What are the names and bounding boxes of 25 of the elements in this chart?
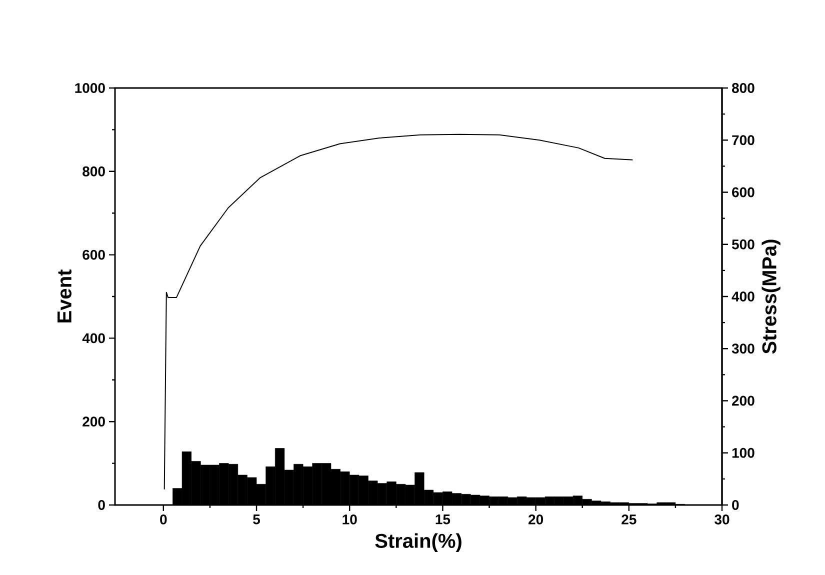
y2-tick-label: 500 [732,239,754,250]
y2-tick-label: 400 [732,292,754,302]
y-tick-label: 1000 [75,83,105,93]
y-tick-label: 600 [82,250,105,260]
y-axis-title: Event [58,270,72,322]
y-tick-label: 800 [82,166,105,176]
x-tick-label: 5 [253,514,260,524]
y2-tick-label: 300 [732,344,754,354]
x-tick-label: 10 [342,514,357,524]
x-tick-label: 15 [436,514,450,524]
x-tick-label: 0 [160,514,167,524]
y2-tick-label: 100 [732,448,754,458]
x-tick-label: 30 [714,514,730,524]
y-tick-label: 400 [82,333,105,344]
y-tick-label: 200 [82,416,105,427]
x-tick-label: 25 [622,514,636,524]
y2-tick-label: 600 [732,187,754,198]
x-tick-label: 20 [528,514,544,524]
y2-axis-title: Stress(MPa) [762,240,780,354]
y2-tick-label: 200 [732,396,754,406]
x-axis-title: Strain(%) [375,533,462,552]
y2-tick-label: 700 [732,135,754,146]
y2-tick-label: 0 [732,500,739,510]
y-tick-label: 0 [98,500,105,510]
y2-tick-label: 800 [732,83,754,93]
